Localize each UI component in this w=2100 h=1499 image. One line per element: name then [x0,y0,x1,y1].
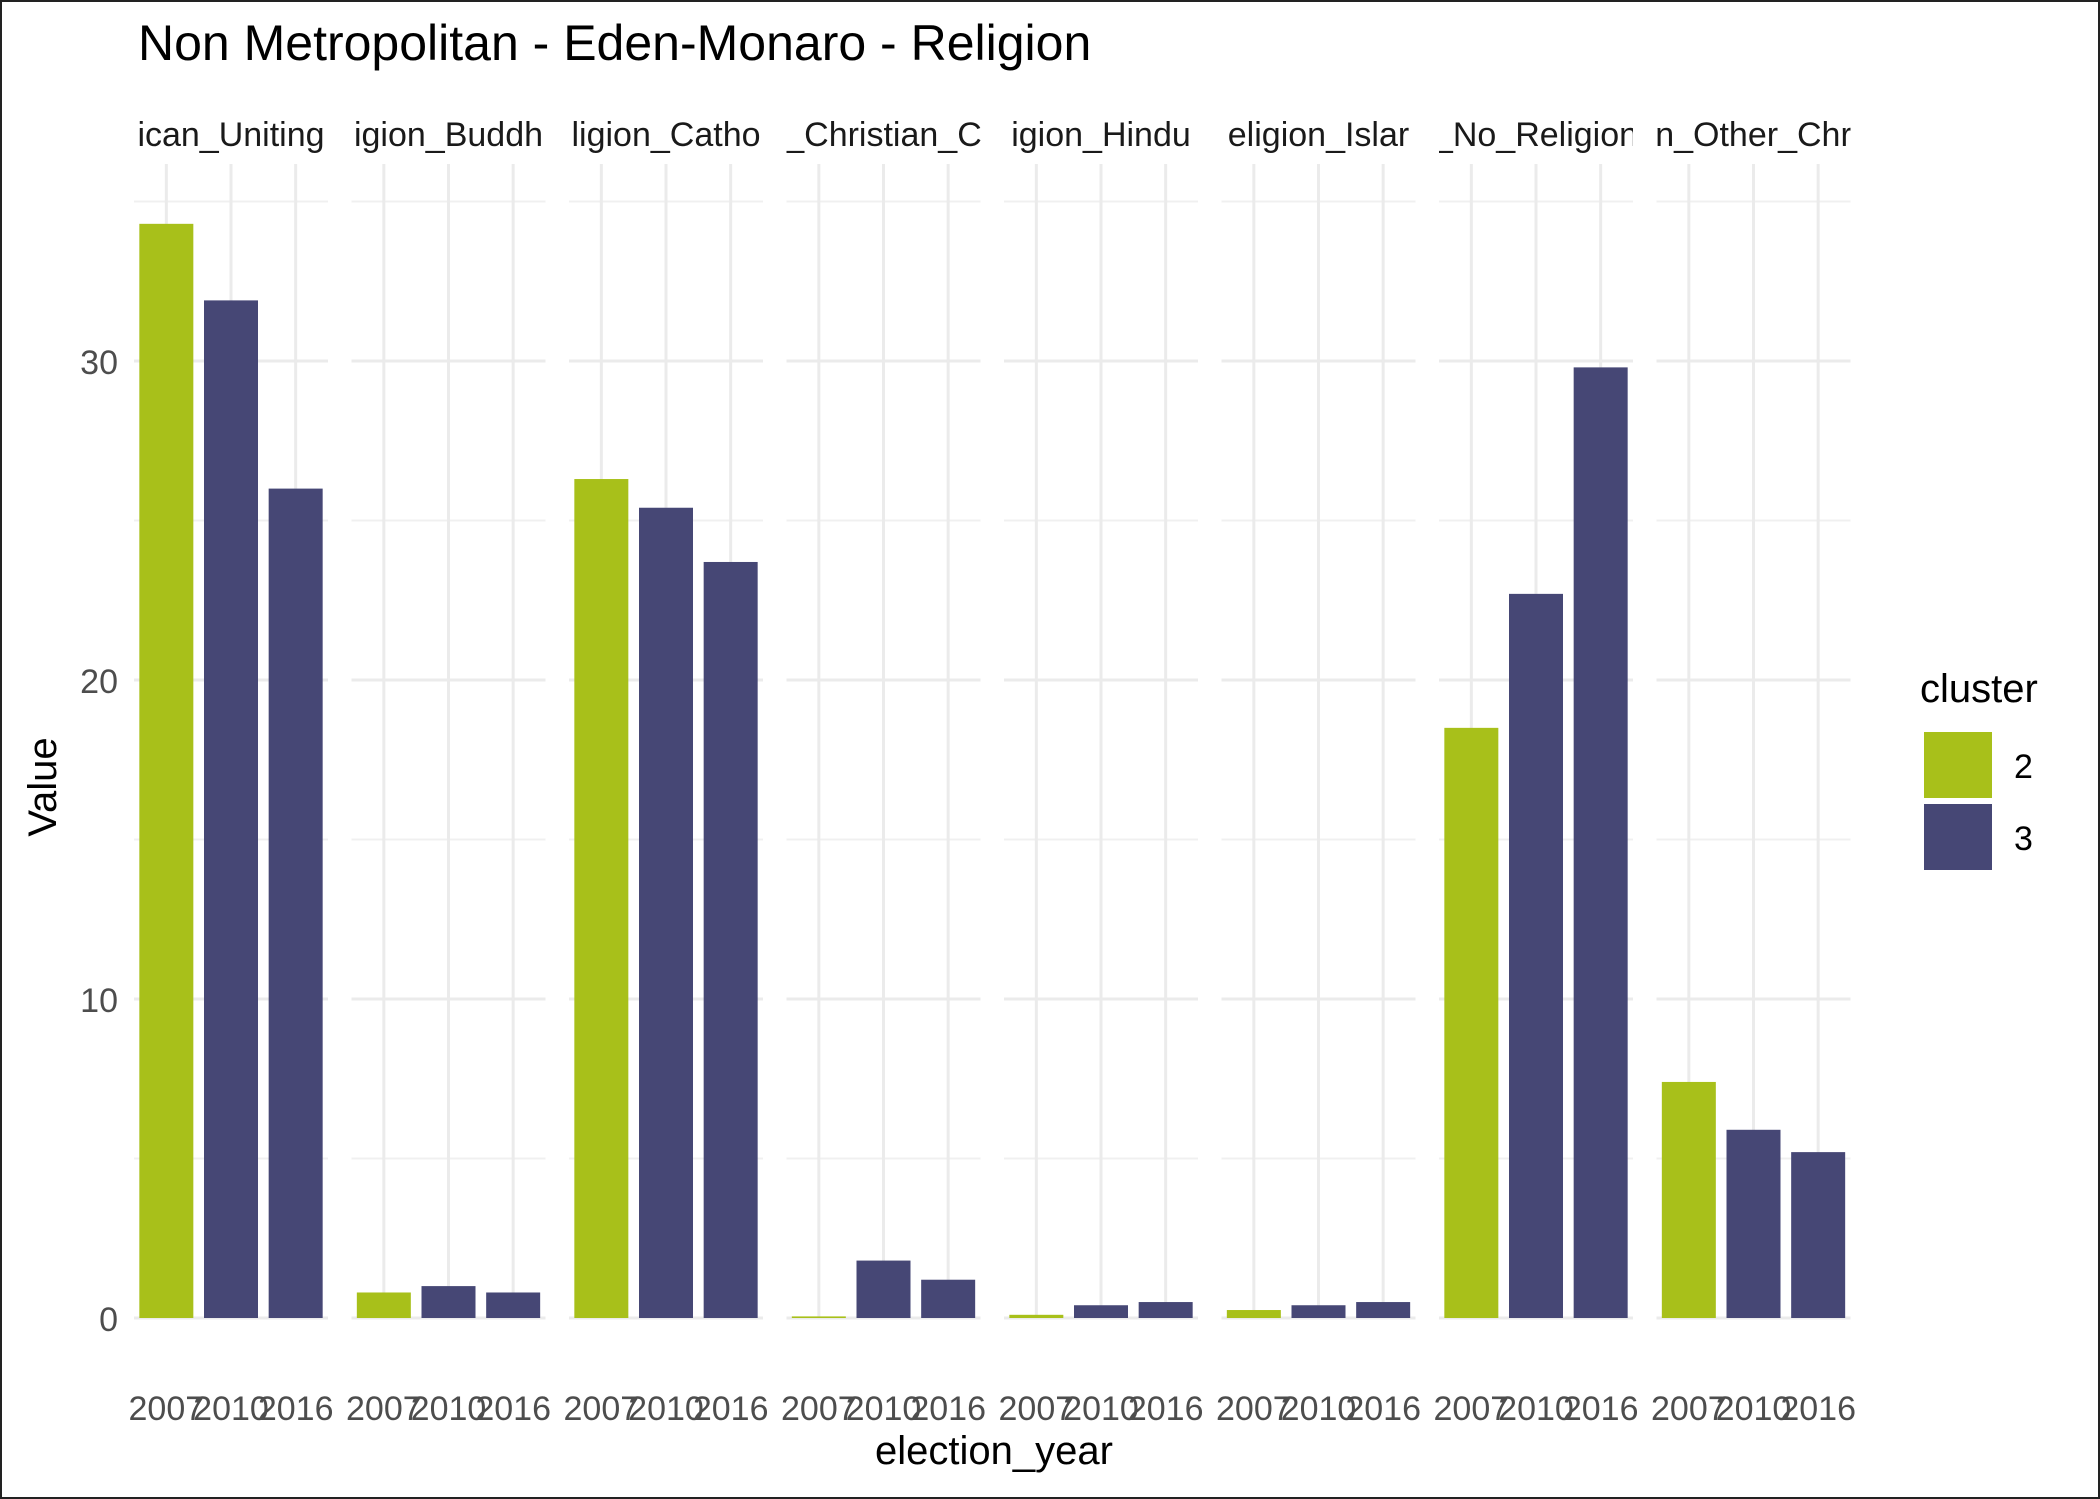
panels: ican_Uniting200720102016igion_Buddh20072… [129,116,1856,1428]
x-tick-label: 2016 [1563,1390,1639,1428]
y-tick-label: 0 [99,1301,118,1339]
x-tick-label: 2010 [1063,1390,1139,1428]
x-tick-label: 2016 [1780,1390,1856,1428]
x-tick-label: 2010 [193,1390,269,1428]
x-tick-label: 2010 [1716,1390,1792,1428]
y-axis-label: Value [21,737,65,836]
bar [486,1292,541,1318]
bar [356,1292,411,1318]
x-tick-label: 2007 [999,1390,1075,1428]
bar [639,507,693,1318]
bar [1726,1129,1781,1318]
x-tick-label: 2016 [475,1390,551,1428]
x-tick-label: 2010 [846,1390,922,1428]
legend-swatch [1924,732,1992,798]
x-tick-label: 2016 [258,1390,334,1428]
facet-strip-label: igion_Hindu [1011,116,1191,154]
bar [791,1316,846,1318]
x-tick-label: 2010 [411,1390,487,1428]
x-tick-label: 2007 [564,1390,640,1428]
bar [574,479,629,1318]
x-tick-label: 2016 [1345,1390,1421,1428]
legend: cluster 2 3 [1920,667,2038,870]
bar [1661,1081,1716,1318]
bar [1009,1314,1064,1318]
x-tick-label: 2007 [1434,1390,1510,1428]
legend-title: cluster [1920,667,2038,711]
bar [856,1260,911,1318]
bar [1226,1310,1281,1318]
x-tick-label: 2007 [346,1390,422,1428]
x-tick-label: 2016 [910,1390,986,1428]
bar [1573,367,1628,1318]
facet-strip-label: igion_Buddh [354,116,543,154]
x-tick-label: 2010 [628,1390,704,1428]
x-tick-label: 2016 [693,1390,769,1428]
bar [921,1279,976,1318]
bar [1444,727,1499,1318]
y-tick-label: 30 [80,344,118,382]
x-tick-label: 2010 [1498,1390,1574,1428]
bar [1074,1305,1128,1318]
x-tick-label: 2007 [781,1390,857,1428]
chart-title: Non Metropolitan - Eden-Monaro - Religio… [138,15,1091,71]
bar [204,300,258,1318]
y-tick-label: 20 [80,663,118,701]
bar [1509,593,1563,1318]
x-tick-label: 2007 [129,1390,205,1428]
facet-strip-label: _Christian_C [784,116,982,154]
x-axis-label: election_year [875,1429,1113,1473]
legend-label: 3 [2014,820,2033,858]
x-tick-label: 2010 [1281,1390,1357,1428]
facet-strip-label: ican_Uniting [137,116,324,154]
facet-strip-label: _No_Religion [1433,116,1638,154]
facet-strip-label: eligion_Islar [1228,116,1409,154]
bar [1356,1302,1411,1318]
y-tick-label: 10 [80,982,118,1020]
x-tick-label: 2016 [1128,1390,1204,1428]
bar [703,561,758,1318]
x-tick-label: 2007 [1651,1390,1727,1428]
x-tick-label: 2007 [1216,1390,1292,1428]
facet-strip-label: n_Other_Chr [1655,116,1852,154]
bar [421,1286,476,1318]
bar [1291,1305,1346,1318]
bar [1791,1152,1846,1318]
facet-strip-label: ligion_Catho [571,116,760,154]
bar [268,488,323,1319]
bar [139,223,194,1319]
legend-label: 2 [2014,748,2033,786]
bar [1138,1302,1193,1318]
legend-swatch [1924,804,1992,870]
